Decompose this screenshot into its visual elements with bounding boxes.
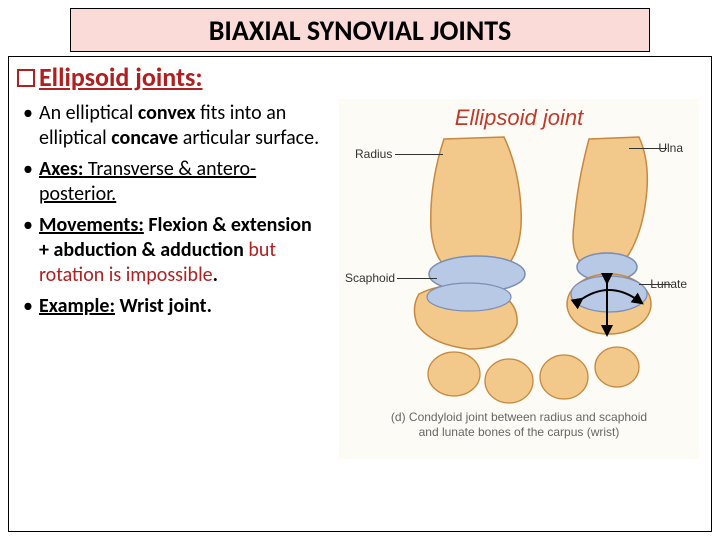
- leader-radius: [395, 154, 443, 155]
- bullet-list: An elliptical convex fits into an ellipt…: [23, 101, 323, 325]
- title-box: BIAXIAL SYNOVIAL JOINTS: [70, 8, 650, 52]
- bullet-3: Movements: Flexion & extension + abducti…: [23, 213, 323, 288]
- leader-scaphoid: [397, 278, 437, 279]
- content-box: Ellipsoid joints: An elliptical convex f…: [8, 56, 712, 532]
- b3-dot: .: [213, 263, 218, 287]
- b1-bold2: concave: [111, 126, 178, 150]
- b2-label: Axes:: [39, 157, 83, 181]
- label-radius: Radius: [355, 147, 392, 161]
- diagram-title: Ellipsoid joint: [455, 105, 583, 131]
- label-scaphoid: Scaphoid: [345, 271, 395, 285]
- bullet-4: Example: Wrist joint.: [23, 294, 323, 319]
- caption-text: (d) Condyloid joint between radius and s…: [391, 410, 647, 440]
- b3-label: Movements:: [39, 213, 144, 237]
- diagram-panel: Ellipsoid joint: [339, 99, 699, 459]
- b1-pre: An elliptical: [39, 101, 138, 125]
- b4-text: Wrist joint.: [115, 294, 212, 318]
- diagram-caption: (d) Condyloid joint between radius and s…: [339, 410, 699, 441]
- leader-ulna: [629, 148, 667, 149]
- subtitle: Ellipsoid joints:: [17, 61, 203, 93]
- b4-label: Example:: [39, 294, 115, 318]
- subtitle-text: Ellipsoid joints:: [39, 61, 203, 93]
- bullet-2: Axes: Transverse & antero-posterior.: [23, 157, 323, 207]
- leader-lunate: [639, 284, 671, 285]
- page-title: BIAXIAL SYNOVIAL JOINTS: [209, 13, 512, 48]
- b1-bold1: convex: [138, 101, 196, 125]
- b1-post: articular surface.: [178, 126, 319, 150]
- bullet-1: An elliptical convex fits into an ellipt…: [23, 101, 323, 151]
- hollow-square-icon: [17, 69, 35, 87]
